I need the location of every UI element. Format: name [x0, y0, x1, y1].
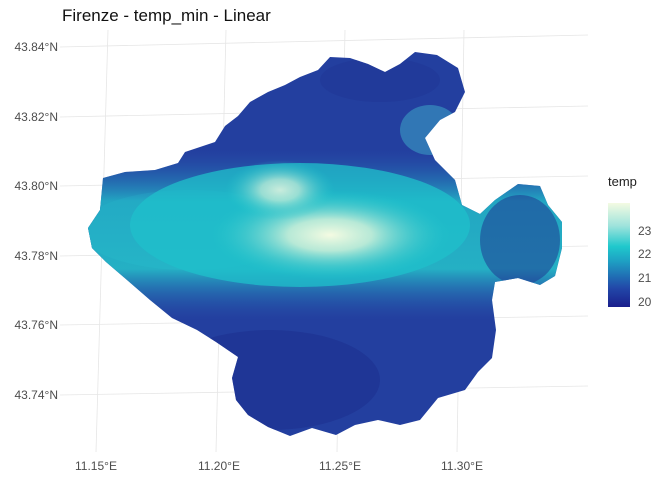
legend-colorbar: [608, 203, 630, 307]
legend-title: temp: [608, 174, 637, 189]
legend-tick-label: 20: [638, 295, 652, 309]
y-tick-label: 43.80°N: [14, 179, 59, 193]
color-legend: temp 23 22 21 20: [608, 174, 668, 313]
y-tick-label: 43.84°N: [14, 40, 59, 54]
y-tick-label: 43.76°N: [14, 318, 59, 332]
x-tick-label: 11.15°E: [75, 459, 117, 473]
x-tick-label: 11.30°E: [441, 459, 483, 473]
legend-tick-label: 22: [638, 247, 652, 261]
temperature-surface: [88, 52, 562, 436]
legend-tick-label: 23: [638, 224, 652, 238]
y-tick-label: 43.82°N: [14, 110, 59, 124]
legend-tick-label: 21: [638, 271, 652, 285]
y-tick-label: 43.74°N: [14, 388, 59, 402]
map-title: Firenze - temp_min - Linear: [62, 6, 271, 25]
x-tick-label: 11.25°E: [319, 459, 361, 473]
x-tick-label: 11.20°E: [198, 459, 240, 473]
y-tick-label: 43.78°N: [14, 249, 59, 263]
